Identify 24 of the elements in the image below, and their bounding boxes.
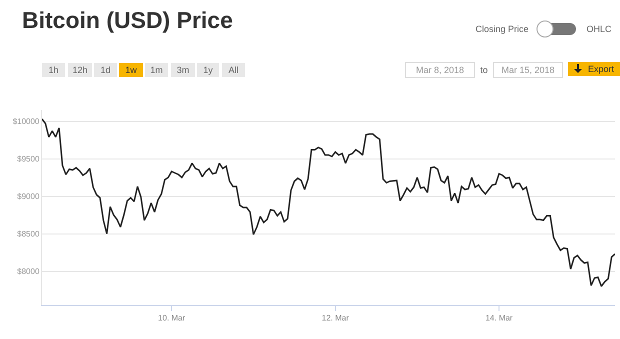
text: 1h [42,63,65,77]
y-tick-label: $8000 [17,267,40,276]
y-tick-label: $8500 [17,230,40,239]
text: 1d [94,63,117,77]
text: 12h [68,63,92,77]
text: OHLC [585,23,612,36]
x-tick-label: 14. Mar [485,314,513,323]
text: 1y [197,63,219,77]
y-tick-label: $9000 [17,192,40,202]
text: to [479,64,489,77]
text: All [222,63,245,77]
y-tick-label: $9500 [17,154,40,164]
text: Mar 15, 2018 [493,62,563,78]
text: 3m [171,63,195,77]
x-tick-label: 10. Mar [158,314,186,323]
text: 1w [119,63,143,77]
text: Mar 8, 2018 [405,62,475,78]
x-tick-label: 12. Mar [322,314,350,323]
text: 1m [145,63,168,77]
text: Closing Price [474,23,530,36]
chart-title: Bitcoin (USD) Price [22,7,233,34]
y-tick-label: $10000 [12,117,40,126]
line-series [42,118,615,287]
text: Export [588,64,614,74]
